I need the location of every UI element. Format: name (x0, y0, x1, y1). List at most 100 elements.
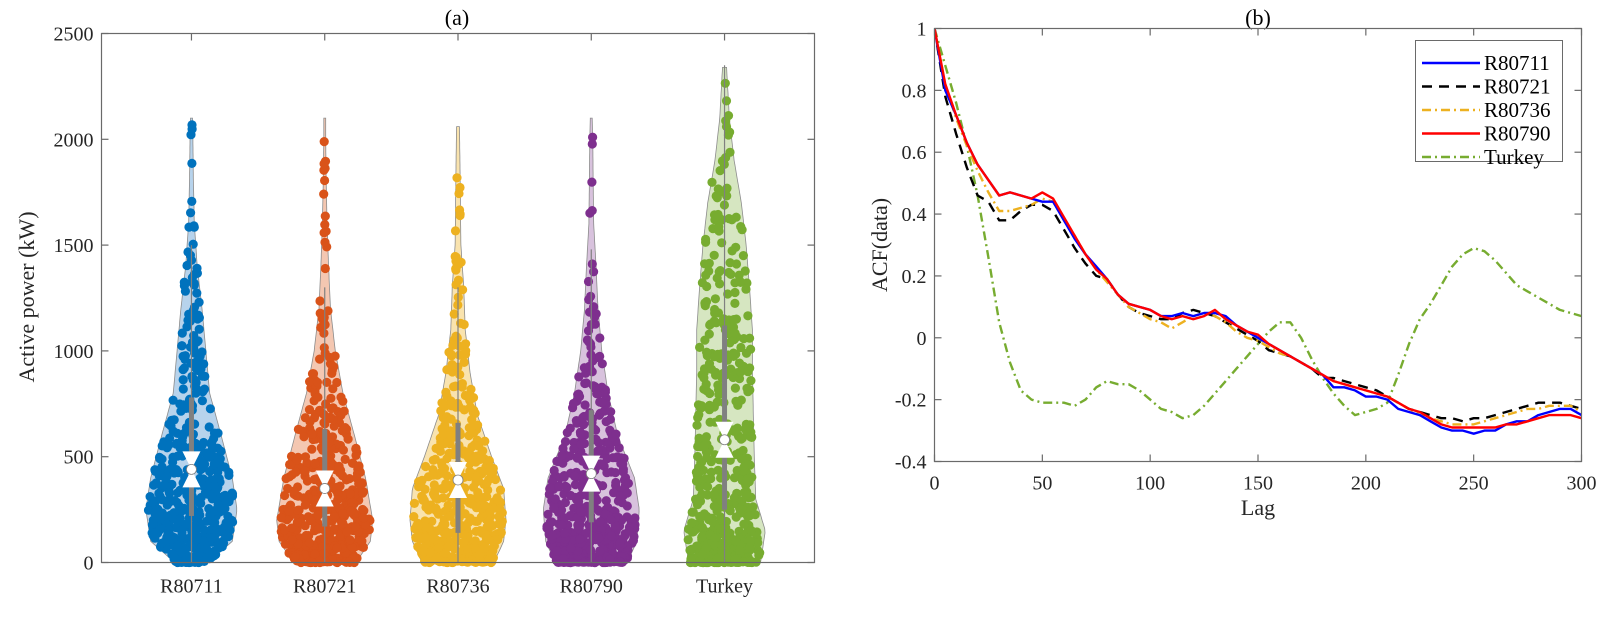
legend-label: R80790 (1484, 122, 1551, 146)
data-point (601, 417, 611, 427)
median-marker (585, 468, 597, 480)
data-point (475, 454, 486, 464)
data-point (496, 520, 506, 530)
data-point (581, 528, 591, 539)
data-point (495, 510, 505, 520)
legend-label: R80736 (1484, 98, 1551, 122)
data-point (196, 364, 206, 374)
acf-line-plot-panel: (b) -0.4 -0.2 0 0.2 0.4 0.6 0.8 1 0 50 100 150 200 2… (867, 5, 1597, 520)
data-point (738, 445, 748, 456)
data-point (409, 511, 419, 522)
data-point (618, 459, 628, 469)
data-point (441, 387, 451, 397)
data-point (458, 285, 468, 295)
data-point (217, 542, 227, 552)
data-point (172, 451, 182, 461)
data-point (424, 505, 434, 515)
data-point (210, 474, 220, 485)
data-point (300, 452, 311, 462)
data-point (593, 446, 603, 456)
data-point (454, 350, 464, 360)
data-point (357, 488, 368, 498)
data-point (575, 534, 585, 544)
data-point (605, 554, 615, 564)
data-point (195, 351, 205, 361)
data-point (319, 159, 329, 169)
y-tick-label: 0.4 (902, 204, 927, 226)
data-point (743, 311, 753, 321)
data-point (559, 528, 570, 538)
data-point (200, 371, 210, 381)
data-point (703, 482, 713, 492)
data-point (580, 400, 590, 410)
data-point (442, 454, 452, 464)
data-point (611, 477, 621, 488)
data-point (730, 287, 740, 298)
data-point (615, 491, 626, 501)
data-point (466, 515, 477, 525)
data-point (188, 239, 198, 249)
data-point (336, 392, 346, 402)
data-point (709, 489, 719, 499)
data-point (315, 354, 325, 364)
data-point (162, 512, 172, 522)
y-tick-label: 0 (84, 553, 94, 575)
legend-entry-R80721: R80721 (1422, 75, 1551, 99)
data-point (428, 470, 438, 480)
legend-box (1415, 40, 1563, 162)
y-tick-label: 0.2 (902, 266, 927, 288)
data-point (745, 557, 755, 567)
data-point (188, 373, 198, 383)
y-axis-label: Active power (kW) (14, 211, 39, 382)
data-point (350, 522, 361, 532)
data-point (579, 363, 590, 373)
data-point (741, 348, 752, 358)
data-point (705, 388, 715, 399)
data-point (409, 498, 419, 508)
data-point (280, 525, 290, 535)
data-point (713, 209, 723, 220)
data-point (701, 237, 711, 247)
data-point (460, 509, 470, 519)
data-point (157, 538, 167, 549)
data-point (304, 538, 314, 548)
data-point (148, 497, 158, 507)
data-point (486, 522, 496, 532)
data-point (700, 335, 710, 345)
data-point (481, 532, 491, 543)
data-point (172, 428, 182, 438)
data-point (342, 527, 352, 537)
x-tick-label: 50 (1032, 473, 1052, 495)
data-point (459, 357, 469, 367)
data-point (565, 423, 575, 433)
x-tick-label: R80736 (426, 576, 489, 598)
data-point (746, 376, 756, 386)
y-axis-ticks: -0.4 -0.2 0 0.2 0.4 0.6 0.8 1 (895, 19, 1582, 474)
data-point (320, 211, 330, 221)
data-point (693, 400, 704, 410)
data-point (194, 498, 204, 508)
data-point (440, 519, 450, 529)
data-point (731, 536, 741, 546)
data-point (741, 490, 751, 500)
data-point (445, 511, 455, 521)
y-tick-label: 500 (64, 447, 94, 469)
data-point (313, 524, 323, 534)
data-point (338, 508, 348, 519)
data-point (493, 535, 503, 545)
legend-entry-R80736: R80736 (1422, 98, 1551, 122)
data-point (180, 555, 191, 565)
data-point (753, 538, 763, 548)
data-point (723, 111, 734, 121)
data-point (587, 139, 597, 149)
data-point (595, 546, 605, 556)
data-point (705, 417, 715, 427)
data-point (225, 518, 235, 528)
data-point (595, 517, 605, 527)
data-point (283, 483, 293, 494)
data-point (449, 542, 460, 553)
data-point (321, 528, 332, 538)
data-point (199, 437, 209, 448)
data-point (206, 439, 216, 449)
data-point (335, 531, 345, 541)
